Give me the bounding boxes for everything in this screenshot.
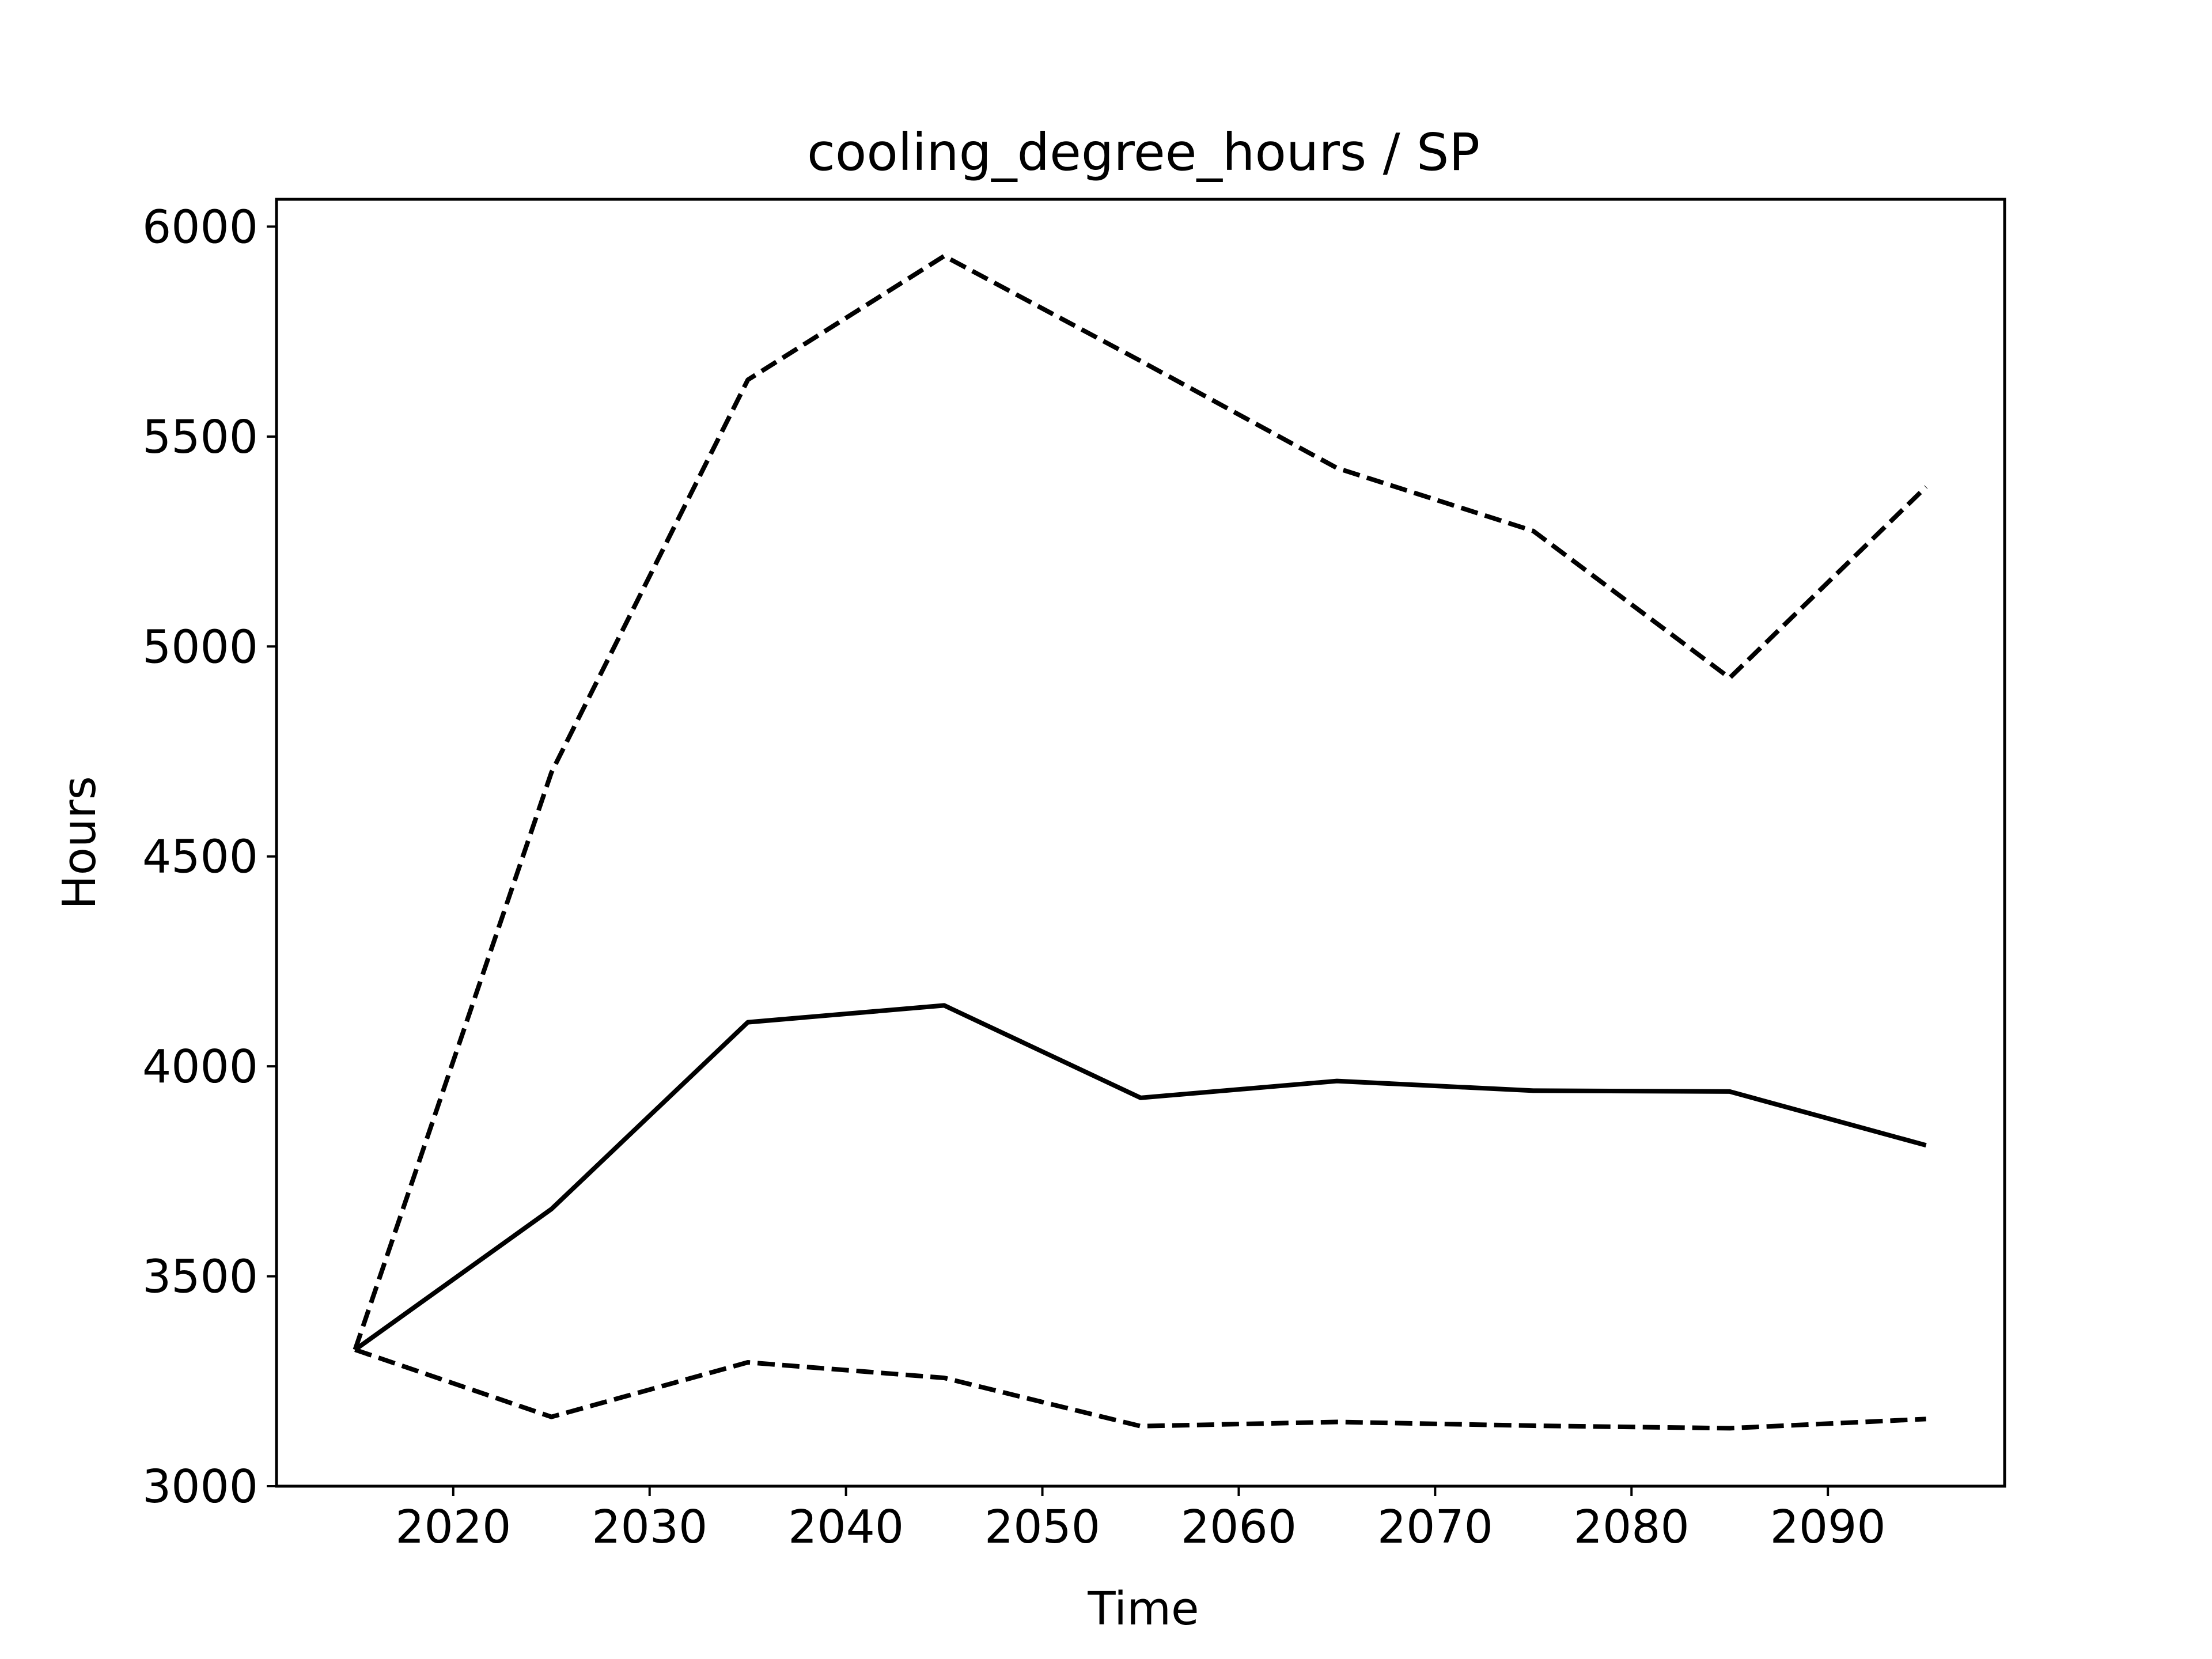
series-1-line — [353, 253, 1928, 1351]
x-tick-label: 2020 — [395, 1501, 511, 1554]
x-tick-label: 2090 — [1770, 1501, 1886, 1554]
chart-title: cooling_degree_hours / SP — [807, 122, 1480, 182]
y-tick-label: 6000 — [142, 200, 258, 253]
x-tick-label: 2030 — [592, 1501, 707, 1554]
x-axis-label: Time — [1087, 1582, 1199, 1635]
y-axis-label: Hours — [53, 776, 106, 909]
plot-area — [353, 253, 1928, 1431]
y-tick-label: 5000 — [142, 620, 258, 673]
y-tick-label: 4500 — [142, 831, 258, 884]
x-tick-label: 2050 — [984, 1501, 1100, 1554]
series-3-line — [354, 1347, 1926, 1431]
axis-ticks: 2020 2030 2040 2050 2060 2070 2080 2090 3000 3500… — [142, 200, 1886, 1554]
y-tick-label: 3000 — [142, 1460, 258, 1513]
series-2-line — [354, 1003, 1927, 1352]
axes-frame — [275, 198, 2006, 1488]
x-tick-label: 2080 — [1574, 1501, 1690, 1554]
y-tick-label: 4000 — [142, 1040, 258, 1093]
x-tick-label: 2070 — [1377, 1501, 1493, 1554]
y-tick-label: 5500 — [142, 411, 258, 464]
x-tick-label: 2060 — [1181, 1501, 1297, 1554]
y-tick-label: 3500 — [142, 1251, 258, 1304]
x-tick-label: 2040 — [788, 1501, 904, 1554]
